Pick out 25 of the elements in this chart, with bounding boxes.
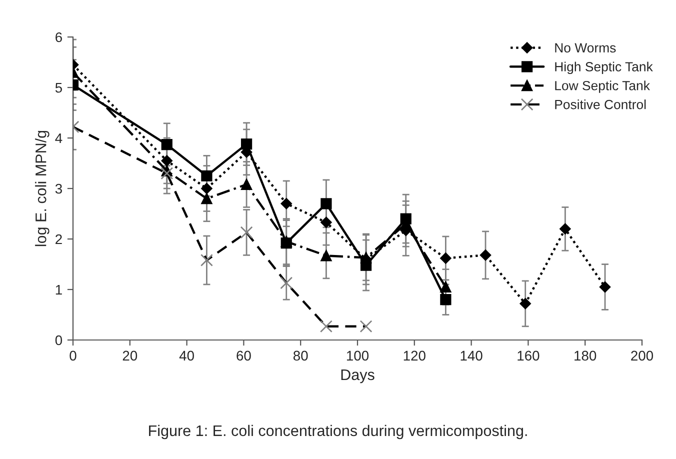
y-tick-label: 0 [55, 335, 62, 346]
legend-label: High Septic Tank [555, 62, 653, 74]
x-tick-label: 160 [518, 350, 540, 361]
x-tick-label: 140 [460, 350, 482, 361]
y-tick-label: 5 [55, 82, 62, 93]
x-tick-label: 40 [179, 350, 194, 361]
y-tick-label: 1 [56, 284, 62, 295]
y-tick-label: 4 [55, 133, 62, 144]
y-tick-label: 2 [56, 234, 62, 244]
x-tick-label: 20 [122, 350, 138, 361]
x-tick-label: 180 [574, 350, 596, 361]
x-tick-label: 60 [236, 350, 251, 361]
y-tick-label: 3 [55, 184, 62, 194]
y-tick-label: 6 [56, 32, 62, 42]
x-tick-label: 100 [346, 350, 369, 361]
caption: Figure 1: E. coli concentrations during vermicomposting. [149, 424, 527, 440]
x-tick-label: 80 [293, 350, 308, 361]
x-axis-title: Days [341, 369, 374, 384]
x-tick-label: 0 [70, 350, 76, 361]
x-tick-label: 120 [404, 350, 426, 361]
x-tick-label: 200 [631, 350, 654, 361]
legend-label: No Worms [555, 43, 616, 53]
y-axis-title: log E. coli MPN/g [35, 130, 50, 246]
legend-label: Low Septic Tank [555, 80, 650, 93]
legend-label: Positive Control [555, 100, 646, 110]
